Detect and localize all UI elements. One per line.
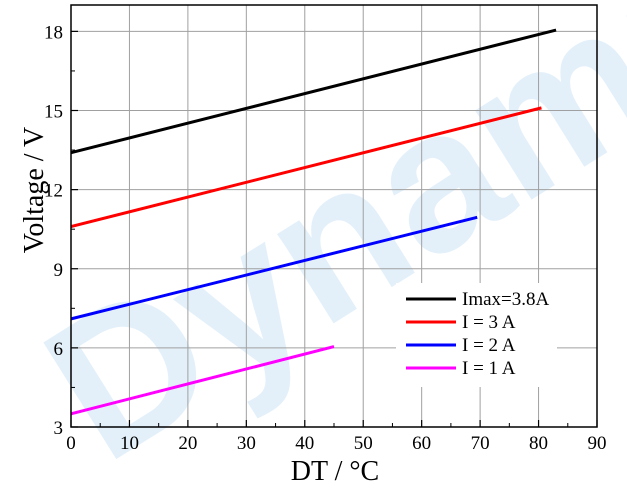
axis-ticks [70, 30, 598, 428]
x-tick-label: 10 [120, 433, 139, 454]
legend-label: I = 1 A [462, 358, 516, 379]
x-axis-title: DT / °C [291, 456, 379, 487]
series-line [70, 28, 557, 155]
x-tick-label: 30 [237, 433, 256, 454]
x-tick-label: 60 [412, 433, 431, 454]
watermark: Dynamic [10, 0, 627, 491]
x-tick-label: 20 [178, 433, 197, 454]
x-tick-label: 80 [529, 433, 548, 454]
x-tick-label: 40 [295, 433, 314, 454]
y-tick-label: 6 [54, 339, 64, 360]
y-tick-label: 3 [54, 418, 64, 439]
series-line [70, 345, 335, 416]
series-lines [70, 28, 557, 416]
y-tick-label: 9 [54, 260, 64, 281]
tick-labels: 0 10 20 30 40 50 60 70 80 90 3 6 9 12 15 18 [44, 22, 607, 454]
x-tick-label: 50 [354, 433, 373, 454]
y-tick-label: 15 [44, 102, 63, 123]
y-tick-label: 18 [44, 22, 63, 43]
y-tick-label: 12 [44, 181, 63, 202]
grid [71, 5, 597, 428]
legend-label: I = 3 A [462, 312, 516, 333]
series-line [70, 106, 542, 229]
legend: Imax=3.8AI = 3 AI = 2 AI = 1 A [396, 283, 557, 387]
legend-label: I = 2 A [462, 335, 516, 356]
x-tick-label: 70 [471, 433, 490, 454]
x-tick-label: 90 [588, 433, 607, 454]
series-line [70, 215, 478, 321]
y-axis-title: Voltage / V [19, 127, 50, 254]
legend-label: Imax=3.8A [462, 289, 550, 310]
x-tick-label: 0 [66, 433, 76, 454]
